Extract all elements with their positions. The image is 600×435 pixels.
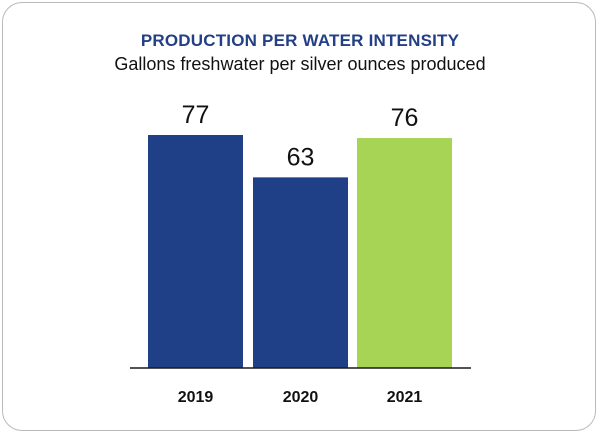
bars-layer: 77 2019 63 2020 76 2021: [148, 101, 452, 406]
bar-2020: [253, 177, 348, 368]
category-label-2019: 2019: [178, 389, 214, 406]
category-label-2021: 2021: [387, 389, 423, 406]
category-label-2020: 2020: [283, 389, 319, 406]
value-label-2021: 76: [391, 104, 419, 132]
bar-2019: [148, 135, 243, 368]
chart-subtitle: Gallons freshwater per silver ounces pro…: [114, 54, 486, 74]
chart-title: PRODUCTION PER WATER INTENSITY: [140, 31, 460, 50]
value-label-2020: 63: [287, 143, 315, 171]
bar-2021: [357, 138, 452, 368]
value-label-2019: 77: [182, 101, 210, 129]
